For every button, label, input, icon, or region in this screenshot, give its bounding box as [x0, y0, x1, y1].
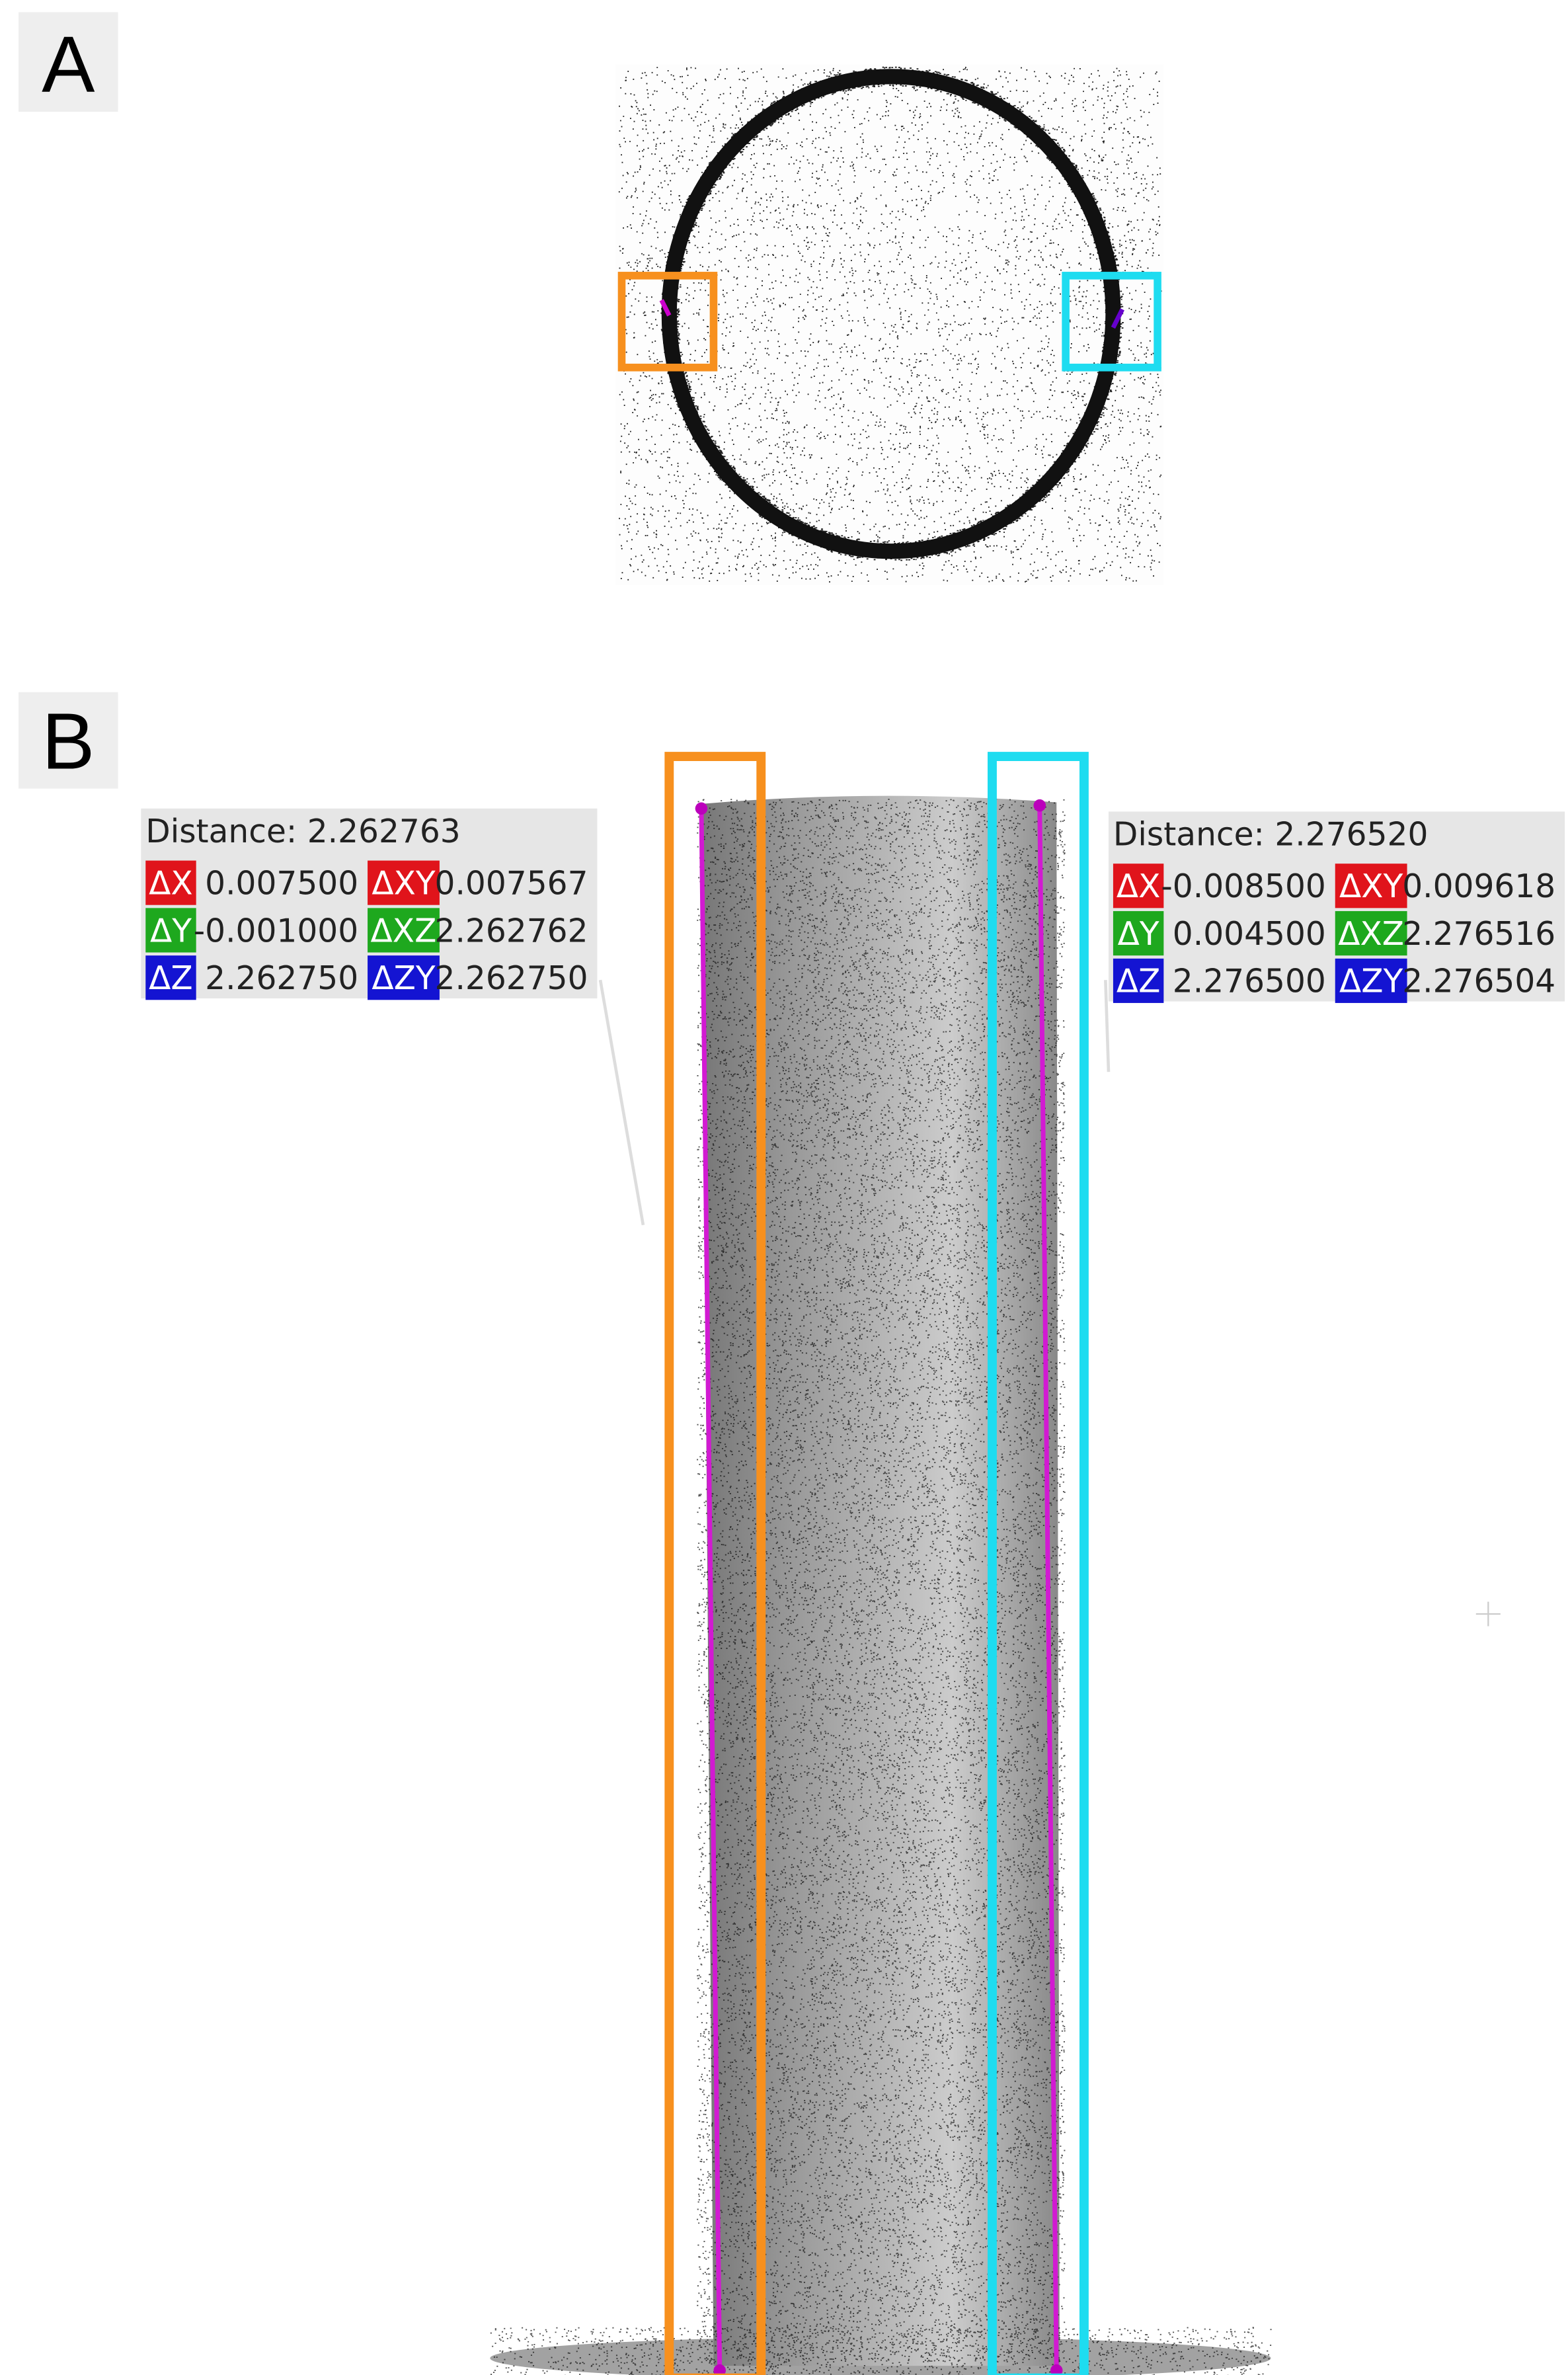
tag-value: -0.001000 [194, 912, 359, 949]
point [1050, 2364, 1063, 2375]
tag-label: ΔX [1117, 868, 1161, 905]
measure-line [1037, 805, 1059, 2371]
tag-box [1335, 958, 1407, 1003]
panel-label: B [42, 697, 95, 786]
highlight-box [617, 272, 718, 372]
tag-value: 2.262762 [435, 912, 588, 949]
point [1033, 799, 1046, 812]
dots [490, 798, 1272, 2375]
tag-value: -0.008500 [1161, 868, 1326, 905]
tag-label: ΔY [150, 912, 192, 949]
tag-box [1335, 910, 1407, 956]
tag-box [1113, 864, 1164, 908]
tag-value: 2.276504 [1402, 963, 1555, 1000]
tag-value: 2.276516 [1402, 916, 1555, 953]
cylinder [701, 795, 1060, 2366]
distance: Distance: 2.262763 [145, 813, 460, 850]
tag-label: ΔY [1118, 916, 1159, 953]
tag-box [145, 955, 196, 1000]
tag-value: 0.007500 [205, 865, 358, 903]
tag-label: ΔX [149, 865, 193, 903]
tag-label: ΔZ [149, 960, 193, 997]
tag-value: 2.262750 [205, 960, 358, 997]
tag-label: ΔZY [1339, 963, 1403, 1000]
tag-box [1335, 864, 1407, 908]
tag-value: 0.007567 [435, 865, 588, 903]
highlight-box [1062, 272, 1161, 372]
crosshair [1475, 1601, 1501, 1627]
tag-box [145, 860, 196, 905]
tag-value: 0.004500 [1173, 916, 1326, 953]
measure-line [699, 808, 723, 2371]
tag-value: 2.276500 [1173, 963, 1326, 1000]
tag-label: ΔZY [372, 960, 436, 997]
tag-box [368, 955, 440, 1000]
tag-box [368, 908, 440, 953]
tag-box [1113, 958, 1164, 1003]
tag-label: ΔXY [1339, 868, 1403, 905]
tag-label: ΔZ [1117, 963, 1161, 1000]
tag-label: ΔXZ [371, 912, 437, 949]
noise [490, 798, 1272, 2375]
leader [598, 979, 645, 1226]
tag-box [368, 860, 440, 905]
tag-label: ΔXZ [1338, 916, 1404, 953]
highlight-box [664, 752, 766, 2375]
tag-box [145, 908, 196, 953]
point [695, 802, 708, 815]
panel-label: A [42, 20, 95, 109]
top-view [615, 64, 1164, 585]
label-box [19, 692, 118, 789]
highlight-box [988, 752, 1089, 2375]
distance: Distance: 2.276520 [1113, 816, 1428, 853]
point [713, 2364, 726, 2375]
marker [659, 299, 672, 317]
tag-box [1113, 910, 1164, 956]
label-box [19, 12, 118, 112]
leader [1104, 980, 1111, 1072]
tag-label: ΔXY [372, 865, 436, 903]
marker [1111, 308, 1124, 329]
tag-value: 2.262750 [435, 960, 588, 997]
tag-value: 0.009618 [1402, 868, 1555, 905]
